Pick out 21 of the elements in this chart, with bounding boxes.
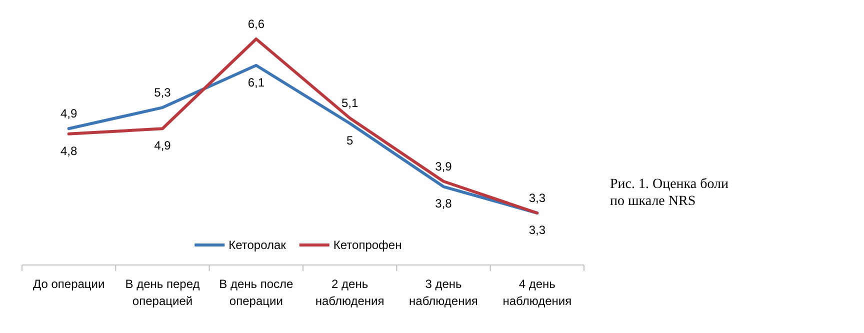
data-label: 4,9 [154,138,172,153]
legend-label: Кеторолак [228,238,287,252]
data-label: 3,9 [435,159,452,174]
x-tick-label: До операции [32,277,105,291]
x-tick-label: В день после операции [219,277,294,308]
data-label: 5,1 [341,96,358,110]
data-label: 6,6 [248,17,265,31]
text: Рис. 1. Оценка боли по шкале NRS [610,177,730,209]
data-label: 4,8 [60,144,78,158]
x-tick-label: 3 день наблюдения [409,277,478,308]
legend-label: Кетопрофен [333,238,402,252]
data-label: 3,3 [528,223,546,237]
x-tick-label: В день перед операцией [125,277,200,308]
x-tick-label: 2 день наблюдения [315,277,384,308]
data-label: 6,1 [248,75,265,90]
data-label: 5 [346,133,354,148]
data-label: 5,3 [154,86,172,100]
x-tick-label: 4 день наблюдения [502,277,572,308]
data-label: 3,8 [435,196,452,211]
data-label: 3,3 [528,191,546,205]
data-label: 4,9 [60,106,78,121]
